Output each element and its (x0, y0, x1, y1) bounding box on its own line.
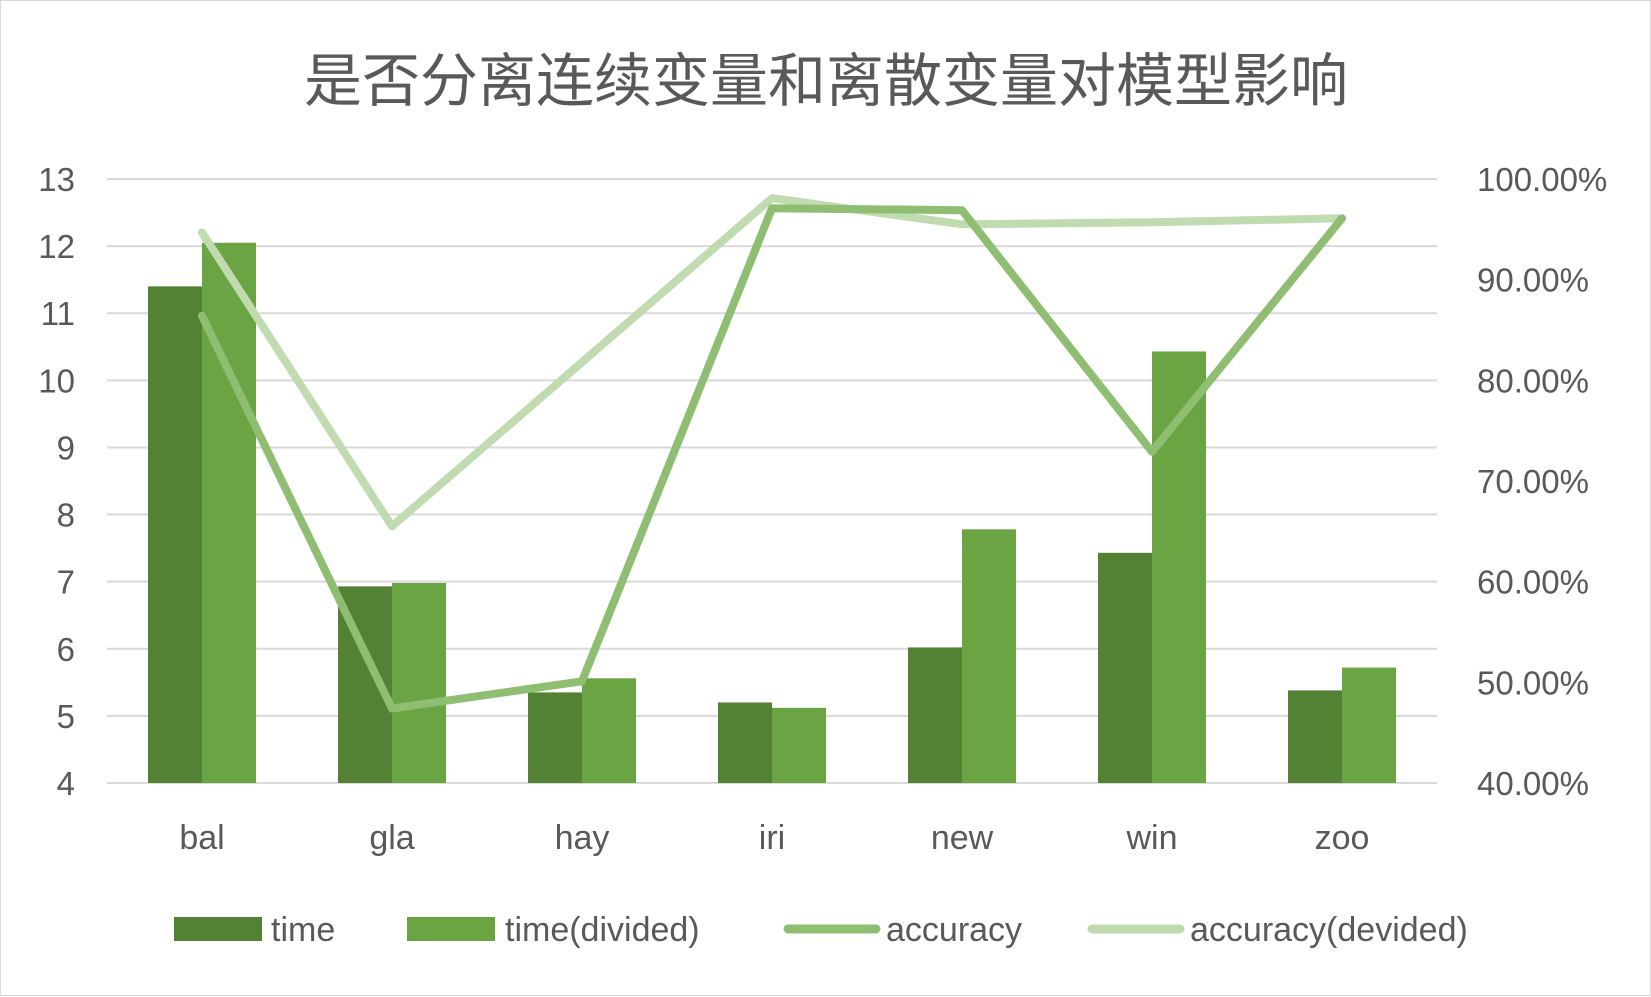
right-tick-label: 100.00% (1477, 161, 1607, 198)
category-label: iri (759, 819, 785, 857)
left-tick-label: 4 (57, 765, 75, 802)
right-tick-label: 50.00% (1477, 664, 1589, 701)
legend-label: time (271, 911, 335, 949)
legend-label: accuracy(devided) (1190, 911, 1468, 949)
left-tick-label: 12 (38, 228, 75, 265)
left-tick-label: 11 (41, 295, 75, 332)
category-label: gla (369, 819, 414, 857)
category-label: hay (555, 819, 610, 857)
left-tick-label: 9 (57, 429, 75, 466)
right-tick-label: 60.00% (1477, 564, 1589, 601)
bar-time-bal (148, 286, 202, 783)
bar-time-hay (528, 692, 582, 783)
bar-time-divided--new (962, 529, 1016, 783)
legend-swatch (174, 917, 262, 941)
category-label: win (1125, 819, 1177, 857)
bar-time-iri (718, 702, 772, 783)
bar-time-new (908, 647, 962, 783)
left-tick-label: 7 (57, 564, 75, 601)
bar-time-divided--iri (772, 708, 826, 783)
bars (148, 243, 1396, 783)
left-tick-label: 13 (38, 161, 75, 198)
left-tick-label: 6 (57, 631, 75, 668)
category-label: bal (179, 819, 224, 857)
bar-time-divided--hay (582, 678, 636, 783)
category-label: new (931, 819, 994, 857)
bar-time-win (1098, 553, 1152, 783)
bar-time-divided--zoo (1342, 668, 1396, 783)
right-tick-label: 40.00% (1477, 765, 1589, 802)
category-label: zoo (1315, 819, 1370, 857)
gridlines (107, 179, 1437, 783)
legend-label: accuracy (886, 911, 1022, 949)
right-tick-label: 70.00% (1477, 463, 1589, 500)
left-tick-label: 5 (57, 698, 75, 735)
right-axis-ticks: 100.00% 90.00% 80.00% 70.00% 60.00% 50.00% 40.… (1477, 161, 1607, 802)
right-tick-label: 90.00% (1477, 262, 1589, 299)
bar-time-zoo (1288, 690, 1342, 783)
legend: time time(divided) accuracy accuracy(devide… (174, 911, 1468, 949)
chart-title: 是否分离连续变量和离散变量对模型影响 (304, 47, 1348, 115)
left-tick-label: 8 (57, 497, 75, 534)
legend-swatch (407, 917, 495, 941)
left-tick-label: 10 (38, 362, 75, 399)
right-tick-label: 80.00% (1477, 362, 1589, 399)
category-labels: bal gla hay iri new win zoo (179, 819, 1369, 857)
bar-time-divided--gla (392, 583, 446, 783)
legend-label: time(divided) (505, 911, 700, 949)
left-axis-ticks: 13 12 11 10 9 8 7 6 5 4 (38, 161, 75, 802)
